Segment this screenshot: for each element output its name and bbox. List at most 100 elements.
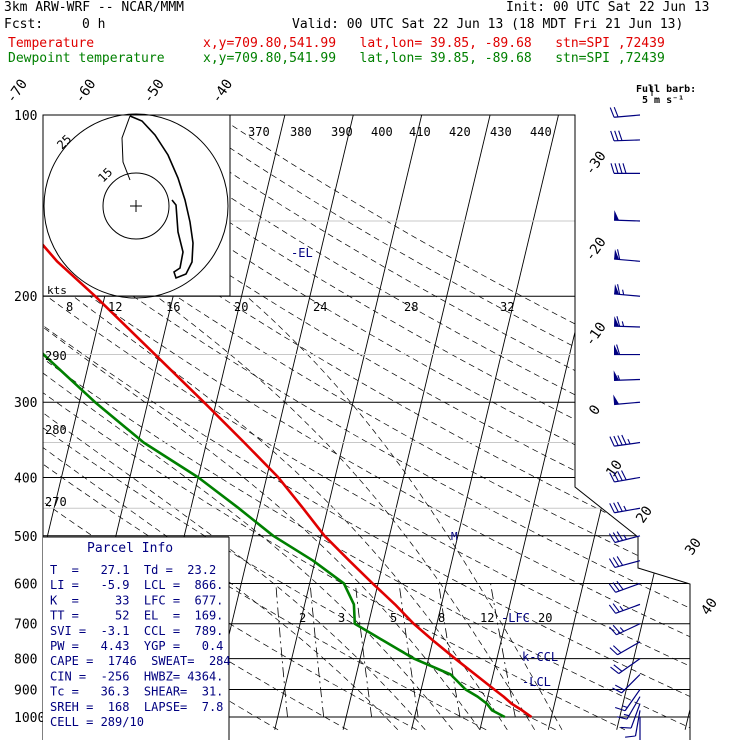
dry-adiabat-line <box>145 115 690 731</box>
wind-barb <box>614 344 640 356</box>
temperature-legend-info: x,y=709.80,541.99 lat,lon= 39.85, -89.68… <box>203 36 665 51</box>
wind-barb-half <box>622 705 628 708</box>
wind-barb <box>614 249 641 262</box>
mixing-ratio-line <box>438 583 461 718</box>
wind-barb-full <box>617 284 621 295</box>
wind-barb-full <box>608 558 616 568</box>
moist-adiabat-line <box>43 295 399 731</box>
isotherm-top-label: -60 <box>72 76 100 106</box>
wind-barb-full <box>612 645 622 654</box>
theta-label: 380 <box>290 125 312 139</box>
wind-barb <box>609 107 641 118</box>
wind-barb-full <box>621 470 627 481</box>
wind-barb-half <box>621 321 625 327</box>
wind-barb <box>620 703 641 729</box>
isotherm-top-label: -70 <box>3 76 31 106</box>
moist-adiabat-label: 28 <box>404 300 418 314</box>
wind-barb-full <box>625 735 636 738</box>
wind-barb-half <box>622 289 625 295</box>
wind-barb-half <box>623 505 627 511</box>
parcel-info-row: CIN = -256 HWBZ= 4364. <box>50 669 223 683</box>
el-marker: -EL <box>291 246 313 260</box>
wind-barb-full <box>612 603 620 613</box>
parcel-info-row: CAPE = 1746 SWEAT= 284 <box>50 654 231 668</box>
moist-adiabat-line <box>246 295 563 730</box>
wind-barb-full <box>614 130 619 141</box>
wind-barb-flag <box>614 249 620 260</box>
dry-adiabat-line <box>43 115 690 731</box>
parcel-info-row: SREH = 168 LAPSE= 7.8 <box>50 700 223 714</box>
isotherm-right-label: -30 <box>582 148 610 178</box>
wind-barb <box>613 316 641 328</box>
parcel-info-row: SVI = -3.1 CCL = 789. <box>50 624 223 638</box>
parcel-info-row: LI = -5.9 LCL = 866. <box>50 578 223 592</box>
dewpoint-legend-name: Dewpoint temperature <box>8 51 165 66</box>
wind-barb <box>610 658 641 675</box>
parcel-info-title: Parcel Info <box>87 541 173 556</box>
wind-barb-full <box>617 249 621 260</box>
wind-barb-shaft <box>630 703 641 729</box>
moist-adiabat-label: 8 <box>66 300 73 314</box>
wind-barb <box>609 434 641 447</box>
moist-adiabat-line <box>156 295 535 730</box>
fcst-label: Fcst: <box>4 17 44 32</box>
wind-barb <box>614 283 641 297</box>
wind-barb-full <box>613 471 619 482</box>
theta-label: 420 <box>449 125 471 139</box>
wind-barb-shaft <box>634 710 641 737</box>
dry-adiabat-line <box>43 115 690 731</box>
wind-barb-flag <box>614 283 620 295</box>
wind-barb <box>612 674 641 694</box>
wind-barb-full <box>608 604 617 614</box>
isotherm-right-label: 0 <box>586 402 604 418</box>
parcel-info-panel: Parcel Info T = 27.1 Td = 23.2LI = -5.9 L… <box>43 536 231 740</box>
wind-barb-full <box>616 580 624 590</box>
theta-label: 430 <box>490 125 512 139</box>
wind-barb-shaft <box>615 603 641 614</box>
wind-barb-full <box>622 163 627 174</box>
isotherm-line <box>274 115 429 730</box>
wind-barb-full <box>616 316 621 327</box>
wind-barb-full <box>609 626 617 636</box>
wind-barb-full <box>616 344 621 355</box>
wind-barb <box>608 556 641 569</box>
wind-barb-full <box>610 666 620 675</box>
hodograph-ring-outer <box>43 113 229 299</box>
ccl-top-marker: M <box>451 530 458 543</box>
wind-barb-shaft <box>617 641 641 656</box>
wind-barb <box>615 689 641 712</box>
dry-adiabat-line <box>43 115 690 731</box>
isotherm-line <box>684 115 690 730</box>
mixing-ratio-line <box>354 583 372 718</box>
dry-adiabat-line <box>43 115 690 731</box>
wind-barb-full <box>608 533 616 543</box>
theta-label: 440 <box>530 125 552 139</box>
wind-barb-shaft <box>614 560 641 569</box>
fcst-value: 0 h <box>82 17 106 32</box>
wind-barb-half <box>619 606 624 611</box>
wind-barb-shaft <box>613 325 641 328</box>
wind-barb-full <box>612 557 620 567</box>
wind-barb-shaft <box>621 674 641 694</box>
wind-barb-shaft <box>624 689 641 712</box>
wind-barb <box>613 394 641 406</box>
parcel-info-row: K = 33 LFC = 677. <box>50 593 223 607</box>
theta-label: 410 <box>409 125 431 139</box>
temperature-trace <box>43 115 533 719</box>
init-time: Init: 00 UTC Sat 22 Jun 13 <box>506 0 710 15</box>
pressure-tick-label: 200 <box>14 290 37 305</box>
wind-barb-full <box>613 435 619 446</box>
wind-barb-full <box>614 684 625 691</box>
wind-barb-full <box>612 582 620 592</box>
wind-barb <box>608 531 641 544</box>
wind-barb-full <box>612 532 620 542</box>
dry-adiabat-line <box>180 115 690 731</box>
theta-label: 400 <box>371 125 393 139</box>
sounding-traces <box>43 115 533 719</box>
mixing-ratio-label: 2 <box>299 611 306 625</box>
wind-barb-full <box>610 130 615 142</box>
parcel-info-row: T = 27.1 Td = 23.2 <box>50 563 216 577</box>
wind-barb-shaft <box>616 623 641 636</box>
moist-adiabat-line <box>72 295 508 730</box>
